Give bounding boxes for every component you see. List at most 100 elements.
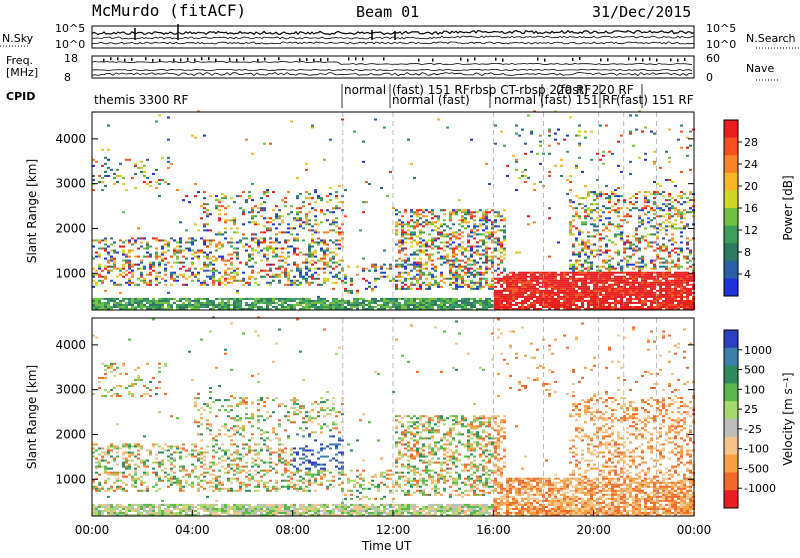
heatmap-cell [434,276,437,278]
heatmap-cell [332,288,335,290]
heatmap-cell [620,239,623,241]
heatmap-cell [659,258,662,260]
heatmap-cell [467,272,470,274]
heatmap-cell [260,260,263,262]
heatmap-cell [593,229,596,231]
heatmap-cell [140,462,143,464]
heatmap-cell [278,304,281,306]
heatmap-cell [614,278,617,280]
heatmap-cell [113,252,116,254]
heatmap-cell [362,161,365,163]
heatmap-cell [467,260,470,262]
heatmap-cell [125,260,128,262]
heatmap-cell [314,189,317,191]
freq-tick-mark [145,57,147,60]
heatmap-cell [158,256,161,258]
heatmap-cell [659,229,662,231]
heatmap-cell [407,221,410,223]
heatmap-cell [548,276,551,278]
heatmap-cell [635,239,638,241]
heatmap-cell [515,292,518,294]
heatmap-cell [179,245,182,247]
heatmap-cell [386,298,389,300]
heatmap-cell [431,239,434,241]
heatmap-cell [188,270,191,272]
heatmap-cell [329,260,332,262]
heatmap-cell [617,264,620,266]
heatmap-cell [140,298,143,300]
heatmap-cell [137,510,140,512]
heatmap-cell [98,304,101,306]
heatmap-cell [500,278,503,280]
heatmap-cell [194,268,197,270]
heatmap-cell [161,260,164,262]
heatmap-cell [104,175,107,177]
heatmap-cell [446,306,449,308]
heatmap-cell [497,294,500,296]
heatmap-cell [608,304,611,306]
heatmap-cell [617,284,620,286]
heatmap-cell [179,451,182,453]
heatmap-cell [284,231,287,233]
heatmap-cell [206,284,209,286]
heatmap-cell [251,215,254,217]
heatmap-cell [650,292,653,294]
heatmap-cell [449,302,452,304]
heatmap-cell [614,304,617,306]
heatmap-cell [416,225,419,227]
heatmap-cell [668,193,671,195]
heatmap-cell [266,250,269,252]
heatmap-cell [665,199,668,201]
freq-traces [92,57,692,75]
heatmap-cell [662,203,665,205]
heatmap-cell [584,278,587,280]
heatmap-cell [488,260,491,262]
heatmap-cell [206,300,209,302]
heatmap-cell [212,302,215,304]
heatmap-cell [122,183,125,185]
heatmap-cell [665,219,668,221]
heatmap-cell [410,211,413,213]
heatmap-cell [611,280,614,282]
heatmap-cell [248,276,251,278]
heatmap-cell [218,205,221,207]
heatmap-cell [164,510,167,512]
heatmap-cell [620,286,623,288]
heatmap-cell [266,229,269,231]
heatmap-cell [461,304,464,306]
heatmap-cell [95,508,98,510]
heatmap-cell [308,262,311,264]
heatmap-cell [470,235,473,237]
heatmap-cell [239,207,242,209]
heatmap-cell [170,306,173,308]
heatmap-cell [629,256,632,258]
heatmap-cell [305,304,308,306]
heatmap-cell [485,209,488,211]
heatmap-cell [113,510,116,512]
heatmap-cell [137,237,140,239]
heatmap-cell [554,139,557,141]
heatmap-cell [479,302,482,304]
heatmap-cell [572,245,575,247]
heatmap-cell [617,296,620,298]
heatmap-cell [155,387,158,389]
freq-tick-mark [635,58,637,61]
heatmap-cell [137,466,140,468]
heatmap-cell [485,266,488,268]
heatmap-cell [113,260,116,262]
heatmap-cell [269,248,272,250]
heatmap-cell [515,296,518,298]
heatmap-cell [674,278,677,280]
heatmap-cell [308,300,311,302]
heatmap-cell [272,300,275,302]
heatmap-cell [461,209,464,211]
heatmap-cell [185,229,188,231]
heatmap-cell [617,288,620,290]
heatmap-cell [107,266,110,268]
heatmap-cell [188,508,191,510]
heatmap-cell [608,280,611,282]
heatmap-cell [110,504,113,506]
heatmap-cell [689,252,692,254]
heatmap-cell [380,268,383,270]
heatmap-cell [170,510,173,512]
